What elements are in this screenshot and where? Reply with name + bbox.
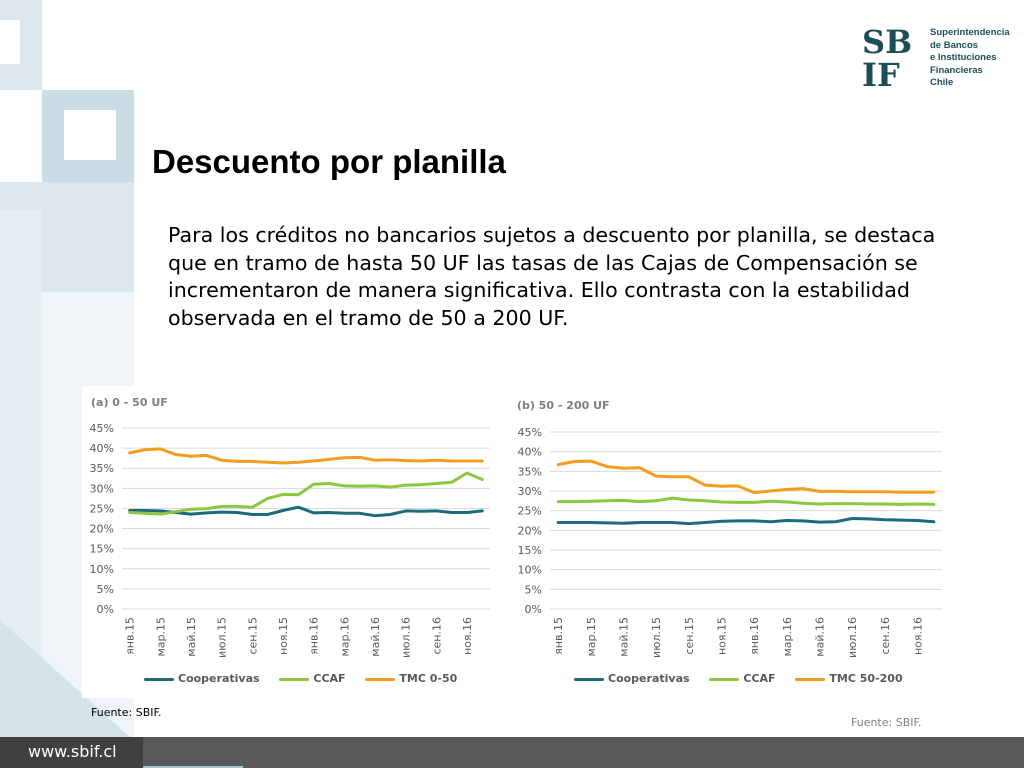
y-tick-label: 25% (90, 502, 114, 515)
brand-line: de Bancos (930, 39, 979, 51)
legend-label: TMC 0-50 (399, 672, 458, 685)
chart-a-title: (a) 0 - 50 UF (91, 396, 168, 409)
legend-label: Cooperativas (608, 672, 690, 685)
y-tick-label: 35% (90, 462, 114, 475)
footer-accent-line (143, 766, 243, 768)
x-tick-label: июл.16 (846, 617, 859, 658)
legend-item-tmc: TMC 50-200 (795, 672, 903, 685)
slide-title: Descuento por planilla (152, 143, 506, 180)
series-line (128, 447, 484, 465)
chart-a-source: Fuente: SBIF. (91, 706, 162, 719)
legend-item-ccaf: CCAF (279, 672, 346, 685)
y-tick-label: 20% (90, 523, 114, 536)
y-tick-label: 15% (90, 543, 114, 556)
y-tick-label: 25% (518, 505, 542, 518)
legend-swatch (795, 677, 826, 681)
x-tick-label: май.15 (185, 617, 198, 657)
x-tick-label: май.15 (618, 617, 631, 657)
x-tick-label: янв.16 (308, 617, 321, 655)
legend-item-tmc: TMC 0-50 (365, 672, 457, 685)
series-line (128, 471, 484, 516)
x-tick-label: мар.15 (154, 617, 167, 657)
y-tick-label: 40% (518, 446, 542, 459)
series-line (556, 517, 936, 526)
y-tick-label: 0% (525, 603, 542, 616)
brand-line: Chile (930, 77, 954, 88)
brand-line: Financieras (930, 64, 983, 76)
sbif-logo: SB IF Superintendencia de Bancos e Insti… (860, 24, 1010, 94)
footer-left-block (0, 737, 143, 768)
legend-item-ccaf: CCAF (709, 672, 776, 685)
x-tick-label: июл.15 (216, 617, 229, 658)
y-tick-label: 45% (90, 422, 114, 435)
chart-a: (a) 0 - 50 UF 0% 5% 10% 15% 20% 25% 30% 35% 40% 4… (82, 386, 500, 698)
chart-b-title: (b) 50 - 200 UF (517, 399, 610, 412)
y-tick-label: 0% (97, 603, 114, 616)
x-tick-label: янв.16 (748, 617, 761, 655)
chart-a-plot: 0% 5% 10% 15% 20% 25% 30% 35% 40% 45% янв.15 мар.15… (90, 422, 490, 658)
x-tick-label: ноя.16 (461, 617, 474, 655)
brand-line: Superintendencia (930, 27, 1010, 38)
legend-swatch (279, 677, 310, 681)
sbif-logo-text: Superintendencia de Bancos e Institucion… (930, 27, 1010, 90)
x-tick-label: сен.16 (879, 617, 892, 655)
y-tick-label: 10% (90, 563, 114, 576)
sbif-logo-if: IF (862, 56, 900, 88)
x-tick-label: ноя.15 (277, 617, 290, 655)
x-tick-label: май.16 (814, 617, 827, 657)
footer-url-link[interactable]: www.sbif.cl (28, 742, 117, 761)
legend-label: CCAF (313, 672, 346, 685)
footer-bar: www.sbif.cl (0, 737, 1024, 768)
legend-item-cooperativas: Cooperativas (574, 672, 690, 685)
y-tick-label: 40% (90, 442, 114, 455)
x-tick-label: май.16 (369, 617, 382, 657)
chart-b-legend: Cooperativas CCAF TMC 50-200 (574, 672, 919, 685)
y-tick-label: 30% (518, 485, 542, 498)
chart-b-source: Fuente: SBIF. (851, 716, 922, 729)
sbif-logo-mark: SB IF (862, 24, 912, 88)
legend-label: CCAF (743, 672, 776, 685)
chart-b: (b) 50 - 200 UF 0% 5% 10% 15% 20% 25% 30% 35% 40… (508, 388, 948, 700)
series-line (556, 459, 936, 495)
x-tick-label: мар.16 (781, 617, 794, 657)
legend-item-cooperativas: Cooperativas (144, 672, 260, 685)
legend-swatch (574, 677, 604, 681)
x-tick-label: ноя.16 (912, 617, 925, 655)
y-tick-label: 35% (518, 465, 542, 478)
legend-label: TMC 50-200 (829, 672, 903, 685)
x-tick-label: сен.15 (683, 617, 696, 655)
y-tick-label: 20% (518, 524, 542, 537)
x-tick-label: мар.15 (585, 617, 598, 657)
chart-b-plot: 0% 5% 10% 15% 20% 25% 30% 35% 40% 45% янв.15 мар.15… (518, 426, 942, 658)
legend-swatch (144, 677, 174, 681)
x-tick-label: янв.15 (552, 617, 565, 655)
legend-label: Cooperativas (178, 672, 260, 685)
x-tick-label: ноя.15 (716, 617, 729, 655)
series-line (128, 505, 484, 518)
legend-swatch (709, 677, 740, 681)
brand-line: e Instituciones (930, 52, 997, 63)
y-tick-label: 15% (518, 544, 542, 557)
y-tick-label: 10% (518, 564, 542, 577)
y-tick-label: 45% (518, 426, 542, 439)
x-tick-label: июл.15 (650, 617, 663, 658)
y-tick-label: 30% (90, 482, 114, 495)
x-tick-label: янв.15 (124, 617, 137, 655)
x-tick-label: мар.16 (338, 617, 351, 657)
x-tick-label: июл.16 (400, 617, 413, 658)
slide-body-text: Para los créditos no bancarios sujetos a… (168, 223, 936, 330)
legend-swatch (365, 677, 396, 681)
x-tick-label: сен.15 (246, 617, 259, 655)
chart-a-legend: Cooperativas CCAF TMC 0-50 (144, 672, 473, 685)
y-tick-label: 5% (97, 583, 114, 596)
x-tick-label: сен.16 (430, 617, 443, 655)
y-tick-label: 5% (525, 583, 542, 596)
sbif-logo-sb: SB (862, 24, 912, 61)
series-line (556, 496, 936, 506)
